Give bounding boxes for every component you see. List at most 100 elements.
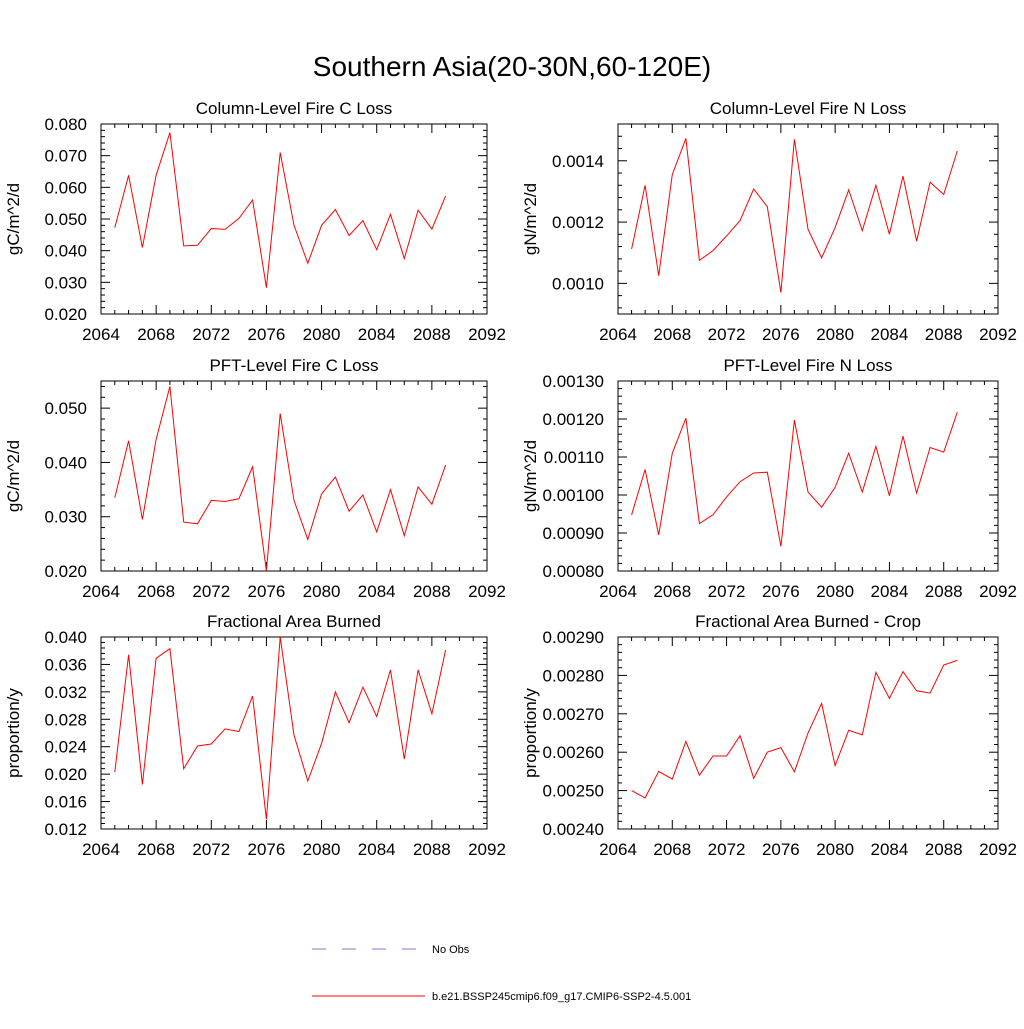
x-tick-label: 2088	[413, 325, 451, 344]
figure-title: Southern Asia(20-30N,60-120E)	[313, 51, 711, 82]
x-tick-label: 2064	[82, 325, 120, 344]
y-axis-label: gC/m^2/d	[4, 440, 23, 512]
chart-panel-6: 2064 2068 2072 2076 2080 2084 2088 2092 0.00240 0…	[521, 612, 1017, 859]
x-tick-label: 2064	[599, 840, 637, 859]
y-tick-label: 0.00080	[543, 562, 604, 581]
x-tick-label: 2072	[192, 840, 230, 859]
y-tick-label: 0.00120	[543, 410, 604, 429]
y-tick-label: 0.040	[44, 628, 87, 647]
x-tick-label: 2088	[925, 840, 963, 859]
panel-title: Fractional Area Burned - Crop	[695, 612, 921, 631]
y-tick-label: 0.00250	[543, 782, 604, 801]
y-tick-label: 0.040	[44, 242, 87, 261]
x-tick-label: 2084	[358, 582, 396, 601]
y-tick-label: 0.00130	[543, 372, 604, 391]
x-tick-label: 2068	[653, 325, 691, 344]
x-tick-label: 2068	[137, 840, 175, 859]
series-line-model	[631, 138, 958, 293]
x-tick-label: 2092	[468, 325, 506, 344]
x-tick-label: 2080	[816, 325, 854, 344]
y-axis-label: gN/m^2/d	[521, 183, 540, 255]
y-axis-label: gN/m^2/d	[521, 440, 540, 512]
y-axis-label: gC/m^2/d	[4, 183, 23, 255]
panel-title: Column-Level Fire N Loss	[710, 99, 907, 118]
plot-frame	[617, 380, 999, 572]
x-tick-label: 2076	[248, 582, 286, 601]
series-line-model	[631, 412, 958, 547]
x-tick-label: 2064	[599, 325, 637, 344]
x-tick-label: 2080	[816, 582, 854, 601]
x-tick-label: 2080	[303, 582, 341, 601]
x-tick-label: 2088	[925, 582, 963, 601]
x-tick-label: 2084	[358, 840, 396, 859]
x-tick-label: 2072	[192, 325, 230, 344]
x-tick-label: 2072	[708, 325, 746, 344]
legend-obs-label: No Obs	[432, 944, 470, 956]
y-tick-label: 0.0012	[552, 213, 604, 232]
series-line-model	[114, 386, 447, 572]
series-line-model	[631, 659, 958, 799]
x-tick-label: 2072	[192, 582, 230, 601]
y-tick-label: 0.00110	[544, 448, 604, 467]
y-tick-label: 0.028	[44, 710, 87, 729]
y-axis-label: proportion/y	[521, 688, 540, 778]
x-tick-label: 2092	[468, 840, 506, 859]
x-tick-label: 2068	[653, 840, 691, 859]
x-tick-label: 2072	[708, 582, 746, 601]
y-tick-label: 0.032	[44, 683, 87, 702]
y-tick-label: 0.012	[44, 820, 87, 839]
series-line-model	[114, 636, 447, 820]
y-tick-label: 0.024	[44, 738, 87, 757]
y-tick-label: 0.036	[44, 655, 87, 674]
x-tick-label: 2092	[979, 840, 1017, 859]
x-tick-label: 2088	[925, 325, 963, 344]
chart-panel-5: 2064 2068 2072 2076 2080 2084 2088 2092 0.012 0.0…	[4, 612, 506, 859]
y-tick-label: 0.080	[44, 115, 87, 134]
x-tick-label: 2084	[871, 582, 909, 601]
y-tick-label: 0.0014	[552, 152, 604, 171]
panel-title: PFT-Level Fire C Loss	[209, 356, 378, 375]
x-tick-label: 2080	[303, 325, 341, 344]
x-tick-label: 2092	[468, 582, 506, 601]
plot-frame	[617, 123, 999, 315]
legend: No Obs b.e21.BSSP245cmip6.f09_g17.CMIP6-…	[312, 944, 691, 1003]
x-tick-label: 2076	[762, 325, 800, 344]
x-tick-label: 2064	[82, 840, 120, 859]
x-tick-label: 2084	[358, 325, 396, 344]
x-tick-label: 2068	[137, 582, 175, 601]
x-tick-label: 2092	[979, 582, 1017, 601]
y-tick-label: 0.020	[44, 562, 87, 581]
y-tick-label: 0.070	[44, 147, 87, 166]
y-tick-label: 0.00100	[543, 486, 604, 505]
y-tick-label: 0.00240	[543, 820, 604, 839]
x-tick-label: 2068	[137, 325, 175, 344]
x-tick-label: 2092	[979, 325, 1017, 344]
series-line-model	[114, 132, 447, 288]
x-tick-label: 2064	[82, 582, 120, 601]
y-tick-label: 0.00280	[543, 666, 604, 685]
y-tick-label: 0.040	[44, 453, 87, 472]
y-tick-label: 0.050	[44, 210, 87, 229]
y-tick-label: 0.00270	[543, 705, 604, 724]
panel-title: Fractional Area Burned	[207, 612, 381, 631]
x-tick-label: 2064	[599, 582, 637, 601]
plot-frame	[100, 380, 488, 572]
y-tick-label: 0.020	[44, 765, 87, 784]
x-tick-label: 2088	[413, 582, 451, 601]
chart-panel-1: 2064 2068 2072 2076 2080 2084 2088 2092 0.020 0.0…	[4, 99, 506, 344]
y-tick-label: 0.060	[44, 178, 87, 197]
legend-model-label: b.e21.BSSP245cmip6.f09_g17.CMIP6-SSP2-4.…	[432, 991, 691, 1003]
y-tick-label: 0.0010	[552, 274, 604, 293]
x-tick-label: 2076	[248, 325, 286, 344]
x-tick-label: 2084	[871, 325, 909, 344]
chart-panel-4: 2064 2068 2072 2076 2080 2084 2088 2092 0.00080 0…	[521, 356, 1017, 601]
x-tick-label: 2076	[762, 840, 800, 859]
x-tick-label: 2076	[762, 582, 800, 601]
panel-title: PFT-Level Fire N Loss	[723, 356, 892, 375]
plot-frame	[100, 123, 488, 315]
y-tick-label: 0.020	[44, 305, 87, 324]
y-tick-label: 0.00290	[543, 628, 604, 647]
y-tick-label: 0.00260	[543, 743, 604, 762]
